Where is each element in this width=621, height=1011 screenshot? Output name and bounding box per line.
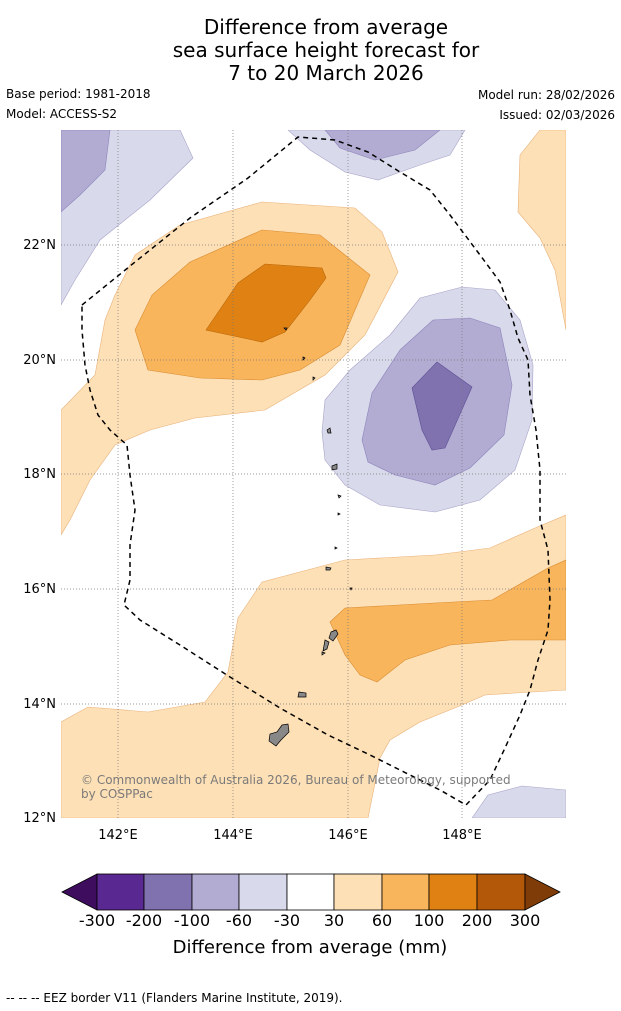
contour-pos30-northeast [517, 130, 566, 331]
colorbar-label: -30 [273, 911, 301, 930]
colorbar-bin-neg60-neg30 [238, 873, 288, 911]
lon-label-148e: 148°E [442, 828, 482, 843]
colorbar-label: 300 [509, 911, 541, 930]
contour-neg60-northwest [61, 130, 111, 213]
eez-footnote: -- -- -- EEZ border V11 (Flanders Marine… [6, 991, 343, 1005]
lat-label-12n: 12°N [23, 811, 56, 826]
island-small-2 [337, 512, 341, 516]
island-small-5 [283, 327, 288, 331]
contour-neg30-southeast [471, 785, 566, 818]
colorbar-bin-neg300-neg200 [96, 873, 145, 911]
title-line-2: sea surface height forecast for [172, 38, 480, 62]
island-small-6 [302, 356, 306, 361]
island-guam [268, 723, 290, 747]
island-small-8 [349, 587, 353, 591]
colorbar-label: 100 [413, 911, 445, 930]
contour-pos100-west [205, 263, 327, 343]
map-panel [61, 130, 566, 818]
model-name: Model: ACCESS-S2 [6, 107, 118, 121]
colorbar-title: Difference from average (mm) [172, 937, 448, 958]
colorbar-label: -200 [125, 911, 163, 930]
island-small-4 [321, 651, 326, 656]
colorbar-label: -60 [225, 911, 253, 930]
island-small-1 [337, 494, 342, 499]
lon-label-144e: 144°E [213, 828, 253, 843]
base-period: Base period: 1981-2018 [6, 87, 151, 101]
title-line-3: 7 to 20 March 2026 [228, 61, 424, 85]
lat-label-18n: 18°N [23, 467, 56, 482]
island-saipan [328, 629, 339, 642]
colorbar-bin-60-100 [381, 873, 430, 911]
colorbar-bin-30-60 [333, 873, 383, 911]
colorbar-extend-high [524, 873, 561, 911]
island-agrihan [326, 427, 332, 434]
title-line-1: Difference from average [203, 15, 449, 39]
lat-label-22n: 22°N [23, 238, 56, 253]
contour-neg60-north [324, 130, 441, 161]
lat-label-14n: 14°N [23, 697, 56, 712]
contour-pos60-south [329, 559, 566, 683]
island-small-3 [334, 546, 338, 550]
colorbar-bin-neg30-30 [286, 873, 335, 911]
colorbar-bin-neg200-neg100 [143, 873, 193, 911]
colorbar-bin-200-300 [476, 873, 526, 911]
chart-title: Difference from average sea surface heig… [0, 16, 621, 85]
colorbar-label: -300 [78, 911, 116, 930]
lat-label-16n: 16°N [23, 582, 56, 597]
copyright-notice: © Commonwealth of Australia 2026, Bureau… [81, 773, 511, 801]
issued-date: Issued: 02/03/2026 [499, 108, 615, 122]
colorbar-label: 30 [323, 911, 345, 930]
colorbar-bin-100-200 [428, 873, 478, 911]
colorbar-bin-neg100-neg60 [191, 873, 240, 911]
lon-label-146e: 146°E [328, 828, 368, 843]
island-anatahan [325, 566, 332, 571]
colorbar-label: 60 [371, 911, 393, 930]
lon-label-142e: 142°E [98, 828, 138, 843]
contour-pos30-south [61, 514, 566, 818]
colorbar-extend-low [61, 873, 98, 911]
contour-neg100-east [411, 361, 473, 451]
island-rota [297, 691, 307, 698]
mariana-islands [268, 327, 353, 747]
eez-border [81, 136, 551, 806]
colorbar-label: 200 [461, 911, 493, 930]
island-pagan [331, 463, 338, 471]
lat-label-20n: 20°N [23, 353, 56, 368]
colorbar [61, 873, 561, 911]
island-small-7 [312, 376, 316, 381]
model-run-date: Model run: 28/02/2026 [477, 88, 615, 102]
colorbar-label: -100 [173, 911, 211, 930]
map-gridlines [61, 130, 566, 818]
island-tinian [322, 639, 330, 652]
